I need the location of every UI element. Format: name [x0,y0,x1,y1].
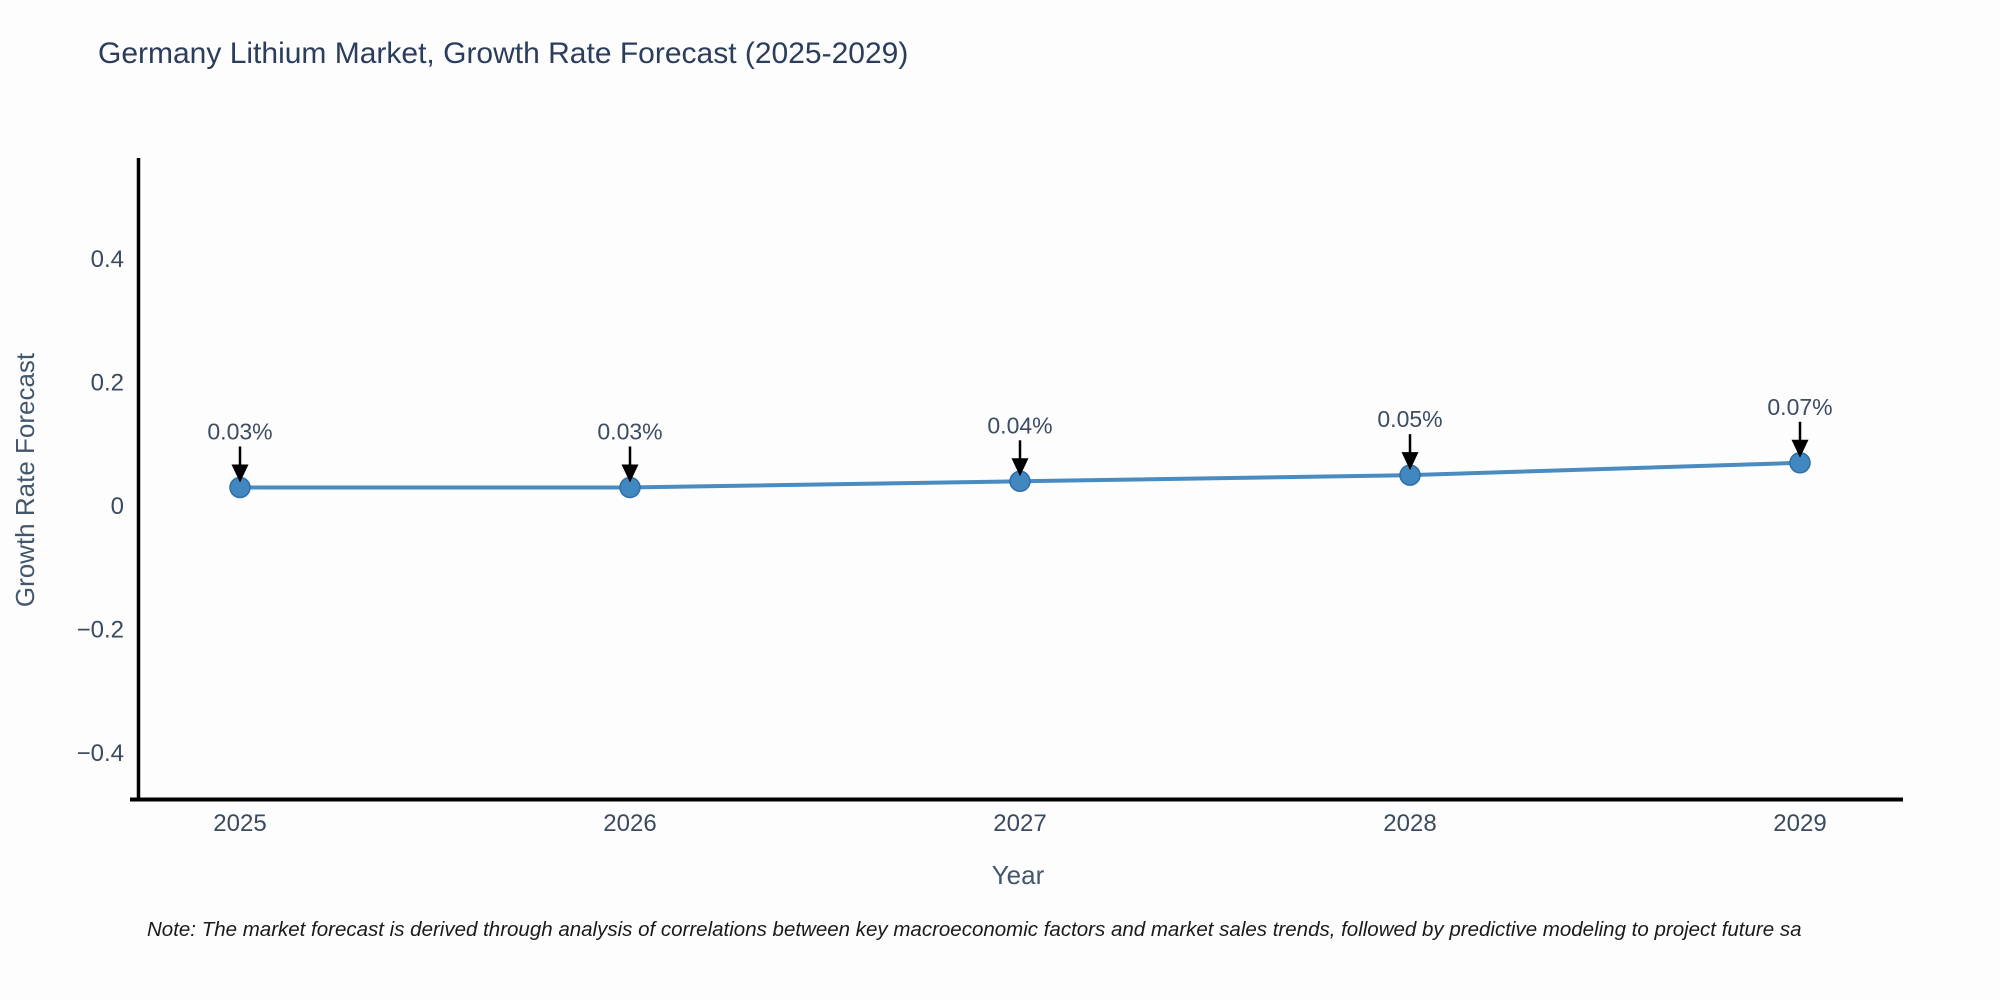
x-tick-label: 2026 [603,810,656,837]
axes [130,158,1903,802]
data-point-label: 0.04% [987,412,1052,438]
data-point-label: 0.05% [1377,406,1442,432]
chart-title: Germany Lithium Market, Growth Rate Fore… [98,37,909,70]
x-axis-title: Year [991,860,1045,890]
point-annotations: 0.03% 0.03% 0.04% 0.05% 0.07% [207,394,1833,483]
y-tick-label: 0.2 [91,370,124,397]
data-point-label: 0.03% [207,418,272,444]
x-tick-label: 2029 [1773,810,1826,837]
x-tick-label: 2027 [993,810,1046,837]
annotation-arrowhead [1011,458,1029,477]
annotation-arrowhead [1401,452,1419,471]
y-axis-title: Growth Rate Forecast [10,352,40,608]
data-point-label: 0.07% [1767,394,1832,420]
x-tick-label: 2025 [213,810,266,837]
x-axis-ticks: 2025 2026 2027 2028 2029 [213,810,1826,837]
annotation-arrowhead [1791,439,1809,458]
annotation-arrowhead [231,464,249,483]
y-axis-ticks: 0.4 0.2 0 −0.2 −0.4 [77,246,124,767]
y-tick-label: 0.4 [91,246,124,273]
annotation-arrowhead [621,464,639,483]
chart-footnote: Note: The market forecast is derived thr… [147,918,1802,941]
x-tick-label: 2028 [1383,810,1436,837]
y-tick-label: −0.2 [77,617,124,644]
data-point-label: 0.03% [597,418,662,444]
y-tick-label: −0.4 [77,740,124,767]
y-tick-label: 0 [111,493,124,520]
